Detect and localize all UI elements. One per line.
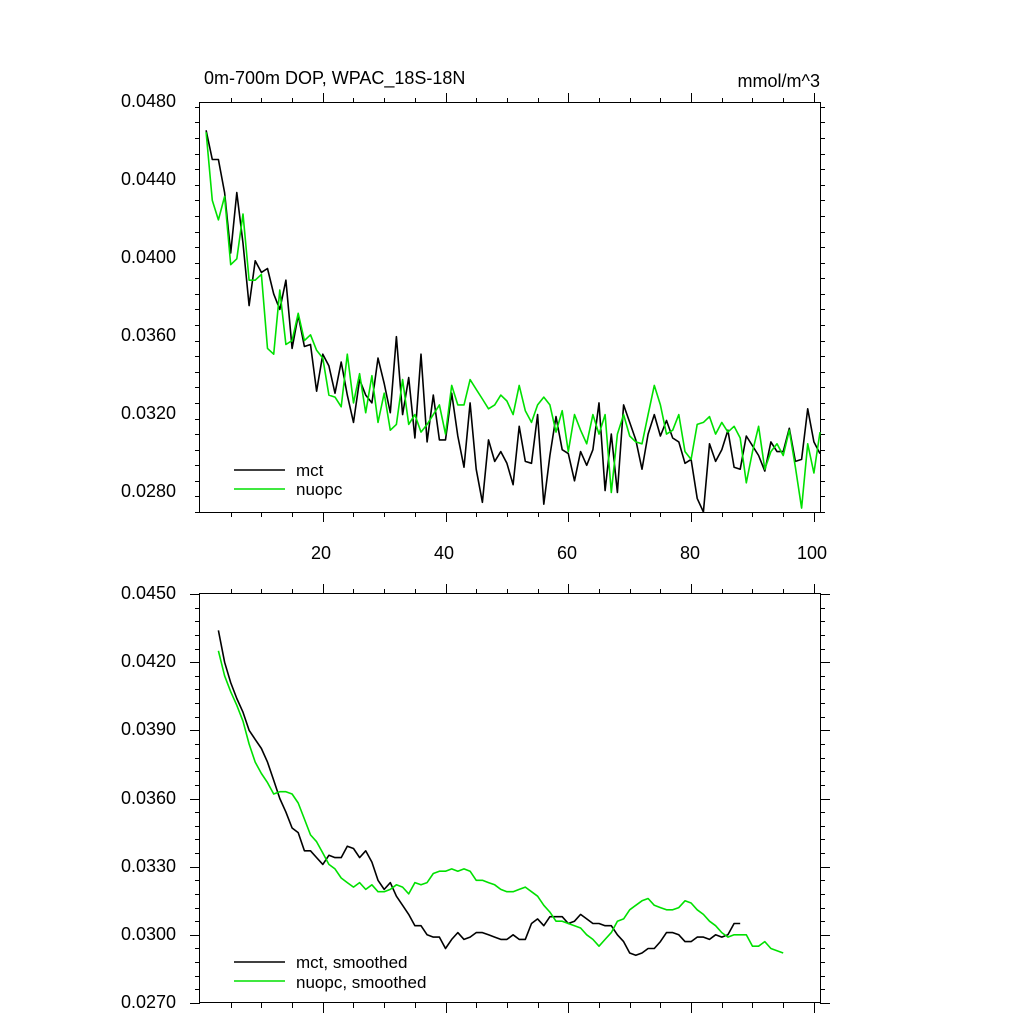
top-ytick-label: 0.0480 [121, 91, 176, 111]
top-title: 0m-700m DOP, WPAC_18S-18N [204, 68, 465, 89]
bottom-ytick-label: 0.0390 [121, 719, 176, 739]
top-series-line-mct [205, 130, 821, 513]
top-ytick-label: 0.0440 [121, 169, 176, 189]
top-legend: mct nuopc [234, 461, 343, 499]
bottom-ytick-label: 0.0300 [121, 924, 176, 944]
bottom-ytick-label: 0.0450 [121, 583, 176, 603]
bottom-series-line-nuopc-smoothed [217, 650, 784, 954]
top-units: mmol/m^3 [738, 71, 820, 91]
bottom-ytick-label: 0.0420 [121, 651, 176, 671]
top-xtick-label: 80 [680, 543, 700, 563]
top-series-line-nuopc [205, 132, 821, 509]
top-ytick-label: 0.0360 [121, 325, 176, 345]
top-xtick-label: 100 [797, 543, 827, 563]
legend-label-nuopc: nuopc [296, 480, 343, 499]
bottom-legend: mct, smoothed nuopc, smoothed [234, 953, 426, 992]
bottom-plot-frame [199, 593, 821, 1003]
legend-label-mct-smoothed: mct, smoothed [296, 953, 408, 972]
top-xtick-label: 40 [434, 543, 454, 563]
top-xtick-label: 20 [311, 543, 331, 563]
top-panel: 0m-700m DOP, WPAC_18S-18N mmol/m^3 0.028… [121, 68, 827, 563]
bottom-ytick-label: 0.0270 [121, 992, 176, 1012]
top-ytick-label: 0.0280 [121, 481, 176, 501]
bottom-series-lines [217, 630, 784, 957]
bottom-panel: 0.0270 0.0300 0.0330 0.0360 0.0390 0.042… [121, 583, 830, 1013]
bottom-ytick-label: 0.0330 [121, 856, 176, 876]
top-plot-frame [199, 102, 821, 513]
legend-label-nuopc-smoothed: nuopc, smoothed [296, 973, 426, 992]
bottom-ticks [190, 584, 830, 1013]
bottom-series-line-mct-smoothed [217, 630, 741, 957]
top-ytick-label: 0.0400 [121, 247, 176, 267]
top-series-lines [205, 130, 821, 513]
top-ytick-label: 0.0320 [121, 403, 176, 423]
top-xtick-label: 60 [557, 543, 577, 563]
top-ticks [195, 93, 825, 522]
bottom-ytick-label: 0.0360 [121, 788, 176, 808]
legend-label-mct: mct [296, 461, 324, 480]
